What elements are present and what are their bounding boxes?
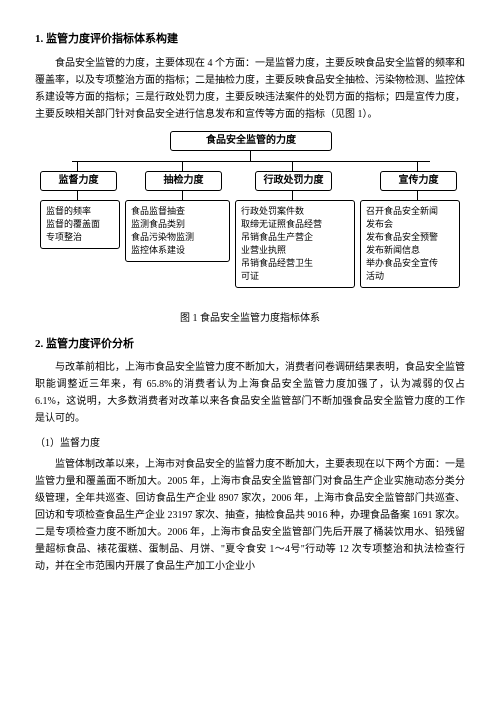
- leaf-item: 发布食品安全预警: [366, 231, 454, 244]
- section2-para2: 监管体制改革以来，上海市对食品安全的监督力度不断加大，主要表现在以下两个方面：一…: [35, 456, 465, 575]
- connector: [77, 190, 78, 200]
- leaf-item: 专项整治: [46, 231, 114, 244]
- leaf-item: 监控体系建设: [131, 244, 224, 257]
- leaf-item: 食品监督抽查: [131, 205, 224, 218]
- leaf-item: 食品污染物监测: [131, 231, 224, 244]
- leaf-box: 食品监督抽查监测食品类别食品污染物监测监控体系建设: [125, 200, 230, 262]
- leaf-item: 举办食品安全宣传: [366, 257, 454, 270]
- connector: [250, 151, 251, 161]
- branch-box: 行政处罚力度: [255, 171, 332, 191]
- connector: [77, 161, 78, 171]
- leaf-box: 召开食品安全新闻发布会发布食品安全预警发布新闻信息举办食品安全宣传活动: [360, 200, 460, 288]
- leaf-item: 吊销食品生产营企: [241, 231, 349, 244]
- hierarchy-diagram: 食品安全监管的力度 监督力度监督的频率监督的覆盖面专项整治抽检力度食品监督抽查监…: [40, 131, 460, 306]
- leaf-item: 行政处罚案件数: [241, 205, 349, 218]
- connector: [182, 161, 183, 171]
- connector: [292, 161, 293, 171]
- leaf-item: 可证: [241, 270, 349, 283]
- section2-para1: 与改革前相比，上海市食品安全监管力度不断加大，消费者问卷调研结果表明，食品安全监…: [35, 359, 465, 427]
- diagram-root: 食品安全监管的力度: [170, 131, 332, 151]
- leaf-box: 行政处罚案件数取缔无证照食品经营吊销食品生产营企业营业执照吊销食品经营卫生可证: [235, 200, 355, 288]
- leaf-item: 发布新闻信息: [366, 244, 454, 257]
- branch-box: 宣传力度: [380, 171, 457, 191]
- section1-heading: 1. 监管力度评价指标体系构建: [35, 30, 465, 49]
- leaf-item: 监测食品类别: [131, 218, 224, 231]
- connector: [417, 161, 418, 171]
- connector: [182, 190, 183, 200]
- leaf-item: 吊销食品经营卫生: [241, 257, 349, 270]
- leaf-item: 监督的覆盖面: [46, 218, 114, 231]
- subsection-1: （1）监督力度: [35, 435, 465, 452]
- section1-para: 食品安全监管的力度，主要体现在 4 个方面：一是监督力度，主要反映食品安全监督的…: [35, 55, 465, 123]
- branch-box: 抽检力度: [145, 171, 222, 191]
- connector: [72, 161, 430, 162]
- leaf-item: 发布会: [366, 218, 454, 231]
- section2-heading: 2. 监管力度评价分析: [35, 335, 465, 354]
- leaf-item: 业营业执照: [241, 244, 349, 257]
- connector: [417, 190, 418, 200]
- leaf-item: 监督的频率: [46, 205, 114, 218]
- leaf-box: 监督的频率监督的覆盖面专项整治: [40, 200, 120, 249]
- connector: [292, 190, 293, 200]
- branch-box: 监督力度: [40, 171, 117, 191]
- leaf-item: 取缔无证照食品经营: [241, 218, 349, 231]
- leaf-item: 活动: [366, 270, 454, 283]
- figure-caption: 图 1 食品安全监管力度指标体系: [35, 310, 465, 327]
- leaf-item: 召开食品安全新闻: [366, 205, 454, 218]
